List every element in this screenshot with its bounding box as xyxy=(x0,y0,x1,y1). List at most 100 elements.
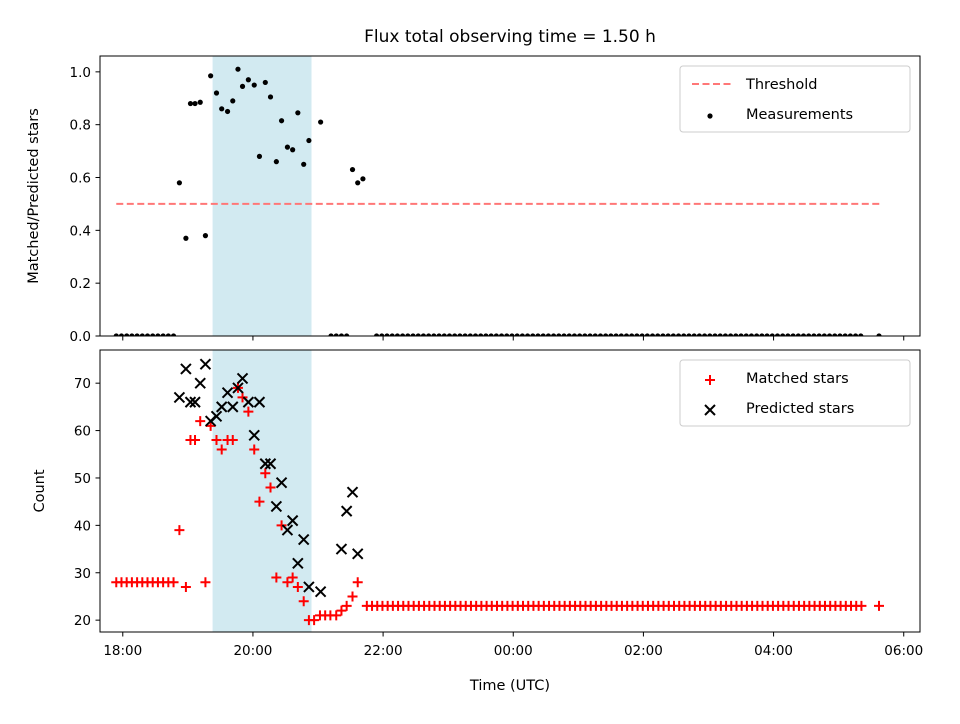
axes-frame xyxy=(99,55,921,337)
data-point xyxy=(318,119,324,125)
series-1 xyxy=(173,358,364,598)
y-tick-label: 70 xyxy=(74,376,91,392)
data-point-zero xyxy=(852,333,859,336)
data-point-zero xyxy=(379,333,385,336)
y-tick-label: 1.0 xyxy=(70,65,91,81)
data-point xyxy=(260,468,271,479)
legend-marker xyxy=(705,375,715,385)
data-point xyxy=(187,100,194,107)
data-point-zero xyxy=(155,333,161,336)
data-point-zero xyxy=(566,333,572,336)
series-0 xyxy=(111,382,884,626)
data-point xyxy=(200,577,211,588)
data-point xyxy=(349,166,356,173)
data-point xyxy=(251,82,257,88)
data-point-zero xyxy=(150,333,156,336)
data-point-zero xyxy=(769,333,775,336)
y-axis-label: Count xyxy=(32,469,48,512)
data-point-zero xyxy=(623,333,630,336)
data-point xyxy=(248,429,260,442)
legend: Threshold Measurements xyxy=(679,65,911,133)
data-point-zero xyxy=(426,333,432,336)
x-tick-label: 22:00 xyxy=(364,643,403,659)
data-point-zero xyxy=(436,333,442,336)
data-point xyxy=(360,176,366,182)
data-point-zero xyxy=(446,333,453,336)
series-1 xyxy=(113,333,882,336)
data-point-zero xyxy=(551,333,557,336)
data-point xyxy=(295,110,301,116)
data-point-zero xyxy=(816,333,822,336)
legend-frame xyxy=(679,359,911,427)
data-point-zero xyxy=(592,333,598,336)
data-point-zero xyxy=(415,333,421,336)
data-point-zero xyxy=(467,333,473,336)
data-point-zero xyxy=(795,333,801,336)
data-point-zero xyxy=(400,333,406,336)
data-point xyxy=(174,525,185,536)
data-point xyxy=(215,401,228,413)
data-point xyxy=(199,358,212,370)
count-panel: 18:00 20:00 22:00 00:00 02:00 04:00 06:00 20 30 4… xyxy=(32,349,923,659)
data-point xyxy=(276,520,287,531)
data-point xyxy=(216,444,227,455)
data-point xyxy=(213,90,220,96)
data-point-zero xyxy=(493,333,499,336)
data-point xyxy=(237,392,248,403)
observing-window-span xyxy=(212,350,312,632)
data-point xyxy=(352,548,364,560)
data-point xyxy=(184,396,197,408)
data-point xyxy=(195,416,206,427)
data-point xyxy=(221,386,234,399)
data-point-zero xyxy=(134,333,140,336)
legend-label: Predicted stars xyxy=(746,401,854,417)
data-point xyxy=(243,406,254,417)
y-tick-label: 0.4 xyxy=(70,223,91,239)
data-point xyxy=(278,118,285,124)
data-point-zero xyxy=(733,333,739,336)
data-point xyxy=(303,581,315,593)
y-tick-label: 20 xyxy=(74,613,91,629)
data-point xyxy=(262,79,268,86)
data-point xyxy=(256,153,263,159)
data-point-zero xyxy=(139,333,145,336)
data-point xyxy=(355,180,361,186)
data-point xyxy=(314,586,327,598)
data-point xyxy=(301,161,307,167)
data-point-zero xyxy=(660,333,666,336)
legend-handle-marker xyxy=(704,404,716,416)
data-point-zero xyxy=(655,333,661,336)
data-point-zero xyxy=(837,333,843,336)
data-point xyxy=(290,147,296,153)
data-point-zero xyxy=(394,333,401,336)
data-point-zero xyxy=(629,333,635,336)
data-point-zero xyxy=(577,333,583,336)
data-point xyxy=(265,482,276,493)
data-point-zero xyxy=(587,333,593,336)
data-point-zero xyxy=(634,333,640,336)
chart-title: Flux total observing time = 1.50 h xyxy=(364,27,656,47)
data-point-zero xyxy=(728,333,734,336)
data-point xyxy=(192,100,198,107)
data-point-zero xyxy=(124,333,130,336)
data-point xyxy=(236,372,249,385)
y-tick-label: 0.0 xyxy=(70,329,91,345)
data-point-zero xyxy=(170,333,177,336)
data-point xyxy=(227,435,238,446)
data-point xyxy=(284,144,291,150)
data-point-zero xyxy=(670,333,676,336)
data-point xyxy=(194,377,206,389)
data-point xyxy=(282,577,293,588)
data-point xyxy=(208,73,214,79)
data-point-zero xyxy=(582,333,588,336)
data-point xyxy=(219,106,225,112)
data-point-zero xyxy=(858,333,864,336)
data-point xyxy=(298,596,309,607)
legend-marker xyxy=(707,113,713,119)
data-point-zero xyxy=(821,333,827,336)
data-point xyxy=(254,496,265,507)
data-point-zero xyxy=(540,333,546,336)
data-point-zero xyxy=(649,333,656,336)
data-point-zero xyxy=(681,333,687,336)
